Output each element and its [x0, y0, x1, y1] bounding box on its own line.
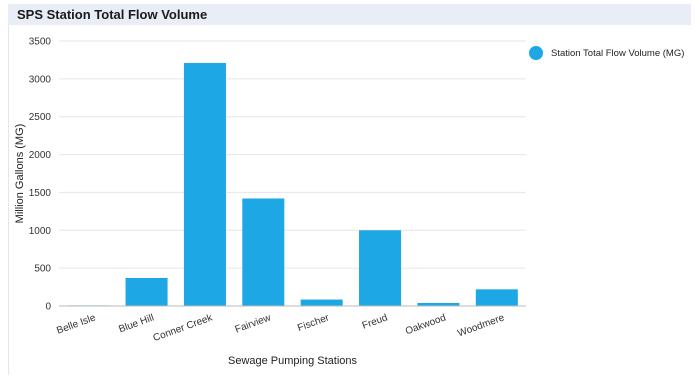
x-tick-label: Fischer — [296, 312, 331, 334]
y-tick-label: 0 — [45, 302, 51, 313]
x-tick-label: Freud — [361, 312, 389, 331]
x-tick-label: Woodmere — [456, 312, 506, 339]
x-axis-title: Sewage Pumping Stations — [228, 355, 358, 367]
panel-header — [8, 4, 691, 25]
chart-panel — [8, 4, 692, 375]
x-tick-label: Belle Isle — [55, 312, 97, 336]
bars — [67, 62, 518, 307]
gridlines — [59, 40, 526, 307]
y-tick-label: 500 — [34, 264, 51, 275]
legend-label: Station Total Flow Volume (MG) — [551, 47, 685, 59]
y-axis-ticks: 0 500 1000 1500 2000 2500 3000 3500 — [29, 37, 52, 313]
bar-conner-creek[interactable] — [183, 62, 226, 307]
legend[interactable]: Station Total Flow Volume (MG) — [529, 46, 684, 60]
x-tick-label: Fairview — [234, 312, 273, 335]
bar-oakwood[interactable] — [417, 302, 460, 306]
x-tick-label: Oakwood — [404, 312, 447, 337]
y-tick-label: 2500 — [29, 112, 52, 123]
bar-fairview[interactable] — [242, 198, 285, 306]
bar-fischer[interactable] — [300, 299, 343, 306]
y-tick-label: 3500 — [29, 37, 52, 48]
y-tick-label: 2000 — [29, 150, 52, 161]
y-axis-title: Million Gallons (MG) — [14, 124, 26, 224]
y-tick-label: 3000 — [29, 74, 52, 85]
bar-woodmere[interactable] — [475, 289, 518, 306]
x-tick-label: Conner Creek — [152, 312, 215, 344]
y-tick-label: 1500 — [29, 188, 52, 199]
chart-title: SPS Station Total Flow Volume — [17, 7, 208, 22]
bar-freud[interactable] — [359, 230, 402, 306]
legend-circle-icon — [529, 46, 543, 60]
bar-blue-hill[interactable] — [125, 277, 168, 306]
x-tick-label: Blue Hill — [117, 312, 155, 335]
y-tick-label: 1000 — [29, 226, 52, 237]
